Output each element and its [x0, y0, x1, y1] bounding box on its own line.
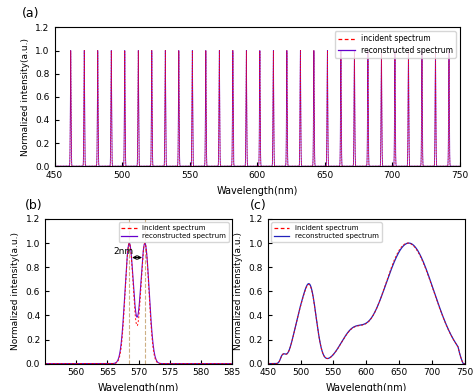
Text: 2nm: 2nm [114, 247, 134, 256]
X-axis label: Wavelength(nm): Wavelength(nm) [326, 383, 407, 391]
X-axis label: Wavelength(nm): Wavelength(nm) [217, 186, 298, 196]
Y-axis label: Normalized intensity(a.u.): Normalized intensity(a.u.) [234, 232, 243, 350]
X-axis label: Wavelength(nm): Wavelength(nm) [98, 383, 179, 391]
Text: (c): (c) [250, 199, 267, 212]
Text: (a): (a) [22, 7, 40, 20]
Text: (b): (b) [25, 199, 42, 212]
Y-axis label: Normalized intensity(a.u.): Normalized intensity(a.u.) [11, 232, 20, 350]
Legend: incident spectrum, reconstructed spectrum: incident spectrum, reconstructed spectru… [335, 31, 456, 57]
Y-axis label: Normalized intensity(a.u.): Normalized intensity(a.u.) [21, 38, 30, 156]
Legend: incident spectrum, reconstructed spectrum: incident spectrum, reconstructed spectru… [118, 222, 229, 242]
Legend: incident spectrum, reconstructed spectrum: incident spectrum, reconstructed spectru… [271, 222, 382, 242]
